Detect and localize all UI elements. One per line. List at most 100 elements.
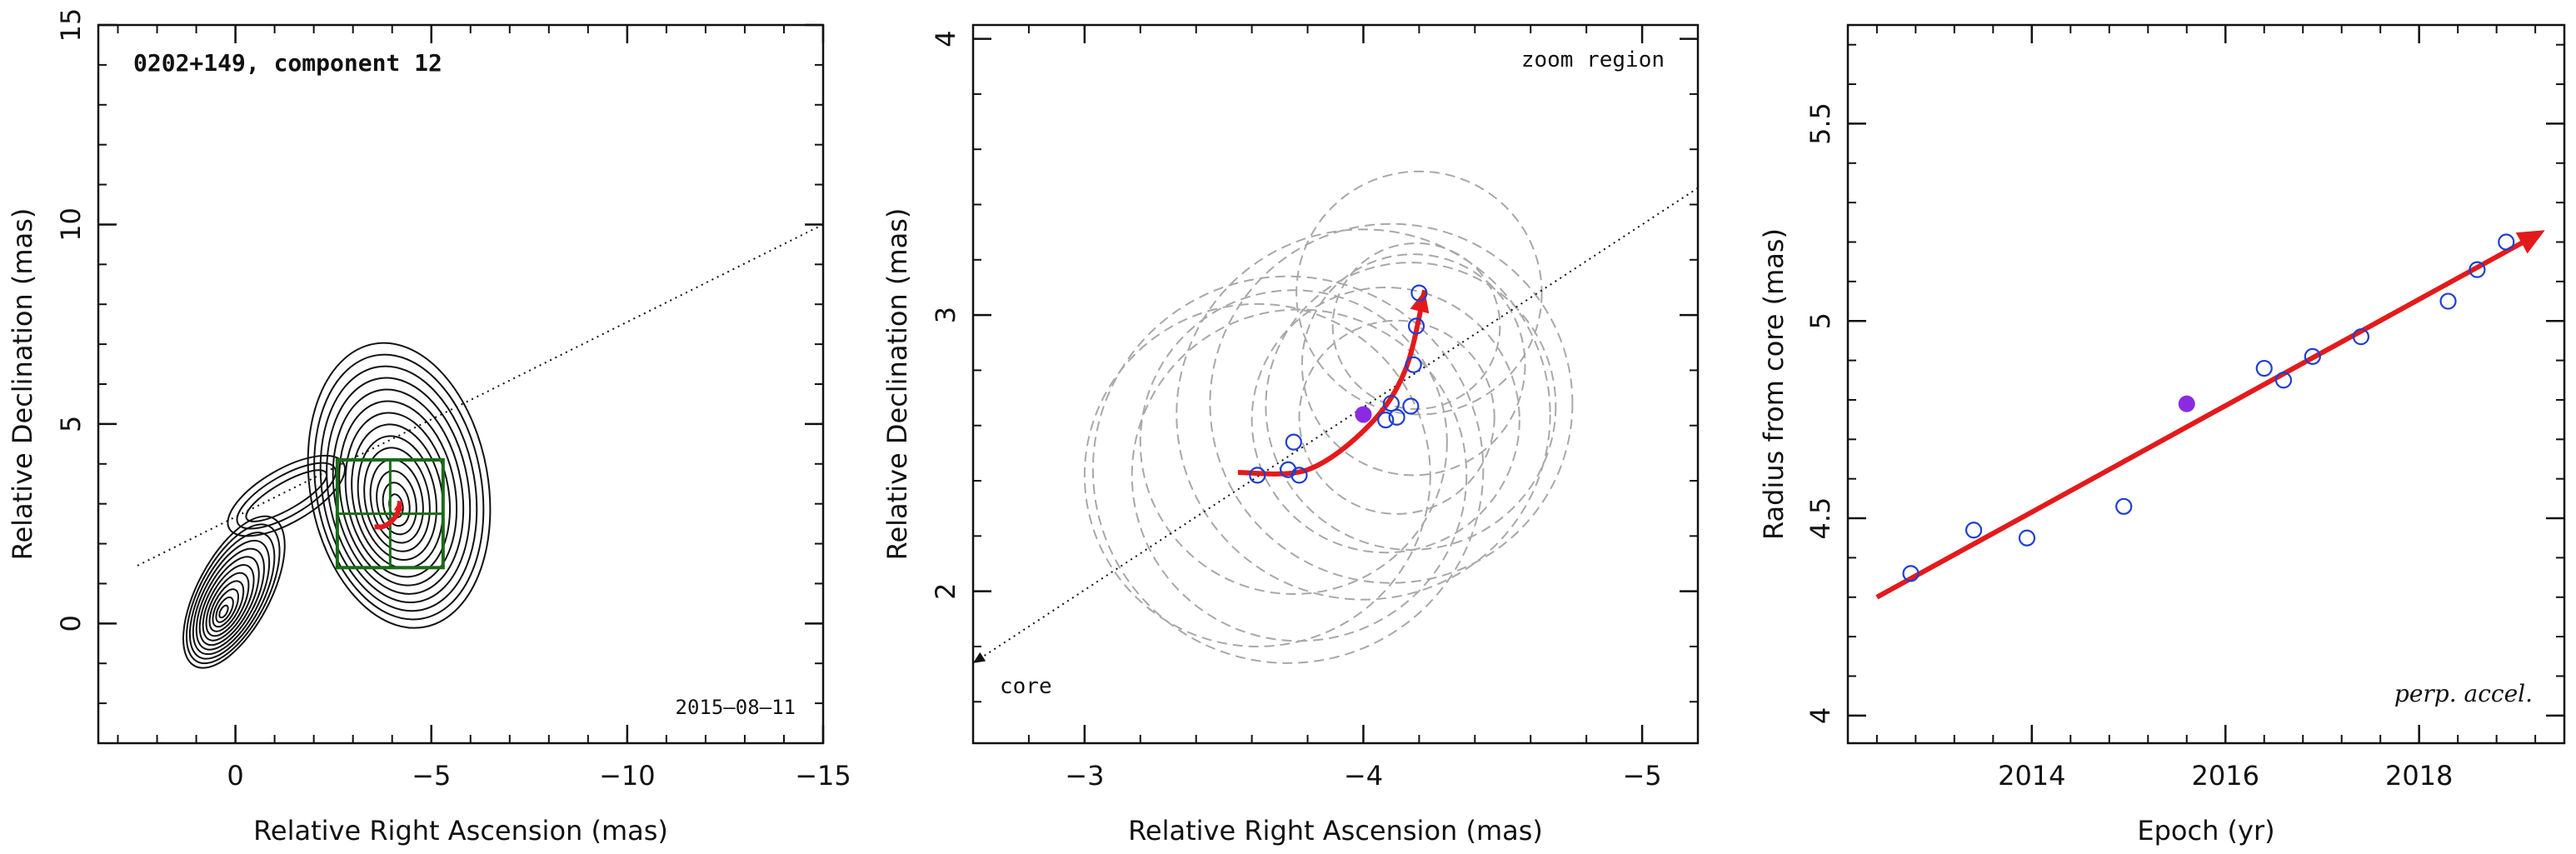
- component-contour: [326, 377, 472, 604]
- panel3-annotation: perp. accel.: [2394, 680, 2533, 707]
- beam-ellipse: [1083, 302, 1431, 647]
- panel3-frame: [1846, 23, 2566, 745]
- panel3-ylabel: Radius from core (mas): [1758, 228, 1790, 540]
- data-point: [2352, 328, 2370, 346]
- panel1-ylabel: Relative Declination (mas): [7, 208, 38, 561]
- beam-ellipse: [1295, 170, 1543, 416]
- data-point: [2439, 292, 2457, 310]
- panel1-x-tick-label: −5: [412, 760, 451, 792]
- data-point: [1377, 412, 1395, 429]
- panel1-title: 0202+149, component 12: [133, 49, 442, 77]
- bridge-contour: [227, 454, 346, 537]
- core-contour: [205, 572, 250, 637]
- panel2-y-tick-label: 3: [930, 307, 961, 323]
- beam-ellipse: [1331, 242, 1501, 410]
- core-contour: [182, 515, 286, 669]
- panel2-x-tick-label: −4: [1344, 760, 1383, 792]
- panel-radius-vs-epoch: 2014 2016 2018 4 4.5 5 5.5 perp. accel. Epoch …: [1758, 23, 2566, 847]
- panel1-x-tick-label: 0: [227, 760, 243, 792]
- core-contour: [198, 556, 260, 647]
- panel1-date: 2015–08–11: [676, 696, 796, 719]
- beam-ellipse: [1139, 289, 1448, 595]
- panel3-y-tick-label: 5.5: [1805, 102, 1836, 145]
- beam-ellipse: [1251, 286, 1520, 554]
- panel-contour-map: 0 −5 −10 −15 0 5 10 15 0202+149, component 12 2…: [7, 8, 851, 847]
- component-contour: [338, 400, 458, 587]
- core-contour: [218, 604, 229, 619]
- panel2-zoom-label: zoom region: [1521, 47, 1665, 72]
- panel3-x-tick-label: 2018: [2385, 760, 2453, 792]
- panel1-y-tick-label: 5: [55, 416, 87, 432]
- core-contour: [195, 547, 265, 651]
- panel-zoom-region: −3 −4 −5 2 3 4 zoom region core Relative Righ…: [881, 23, 1700, 847]
- data-point: [2018, 529, 2036, 547]
- component-contour: [332, 388, 465, 595]
- component-contour: [307, 342, 492, 629]
- core-contour: [208, 580, 245, 632]
- beam-ellipse: [1265, 262, 1557, 551]
- panel1-xlabel: Relative Right Ascension (mas): [253, 815, 668, 847]
- beam-ellipse: [1298, 319, 1495, 515]
- data-point: [1405, 356, 1422, 373]
- data-point: [2469, 261, 2486, 278]
- bridge-contour: [236, 462, 337, 530]
- component-track-arrowhead: [1410, 290, 1430, 314]
- fit-line-arrowhead: [2515, 230, 2545, 254]
- highlighted-epoch-point: [1355, 406, 1372, 423]
- jet-direction-line: [137, 223, 823, 567]
- fit-line: [1875, 237, 2529, 600]
- data-point: [1407, 317, 1425, 335]
- panel3-y-tick-label: 4.5: [1805, 497, 1836, 540]
- beam-ellipse: [1091, 275, 1485, 664]
- data-point: [1285, 433, 1302, 451]
- component-track: [1237, 289, 1427, 477]
- data-point: [1964, 522, 1983, 539]
- component-contour: [344, 412, 452, 578]
- component-contour: [319, 365, 478, 612]
- component-contour: [357, 435, 437, 561]
- panel1-contours: [137, 223, 823, 669]
- highlighted-epoch-point: [2178, 395, 2195, 412]
- beam-ellipse: [1176, 228, 1551, 601]
- panel3-x-tick-label: 2016: [2192, 760, 2259, 792]
- panel2-ylabel: Relative Declination (mas): [881, 208, 913, 561]
- data-point: [1290, 467, 1308, 484]
- panel2-core-label: core: [1000, 674, 1052, 699]
- panel1-x-tick-label: −10: [599, 760, 656, 792]
- core-contour: [212, 588, 240, 628]
- panel2-x-tick-label: −3: [1065, 760, 1104, 792]
- data-point: [2274, 372, 2293, 389]
- core-contour: [192, 539, 271, 656]
- data-point: [2304, 347, 2321, 365]
- data-point: [1249, 467, 1266, 484]
- beam-ellipse: [1209, 222, 1574, 584]
- panel2-y-tick-label: 2: [930, 582, 961, 599]
- panel2-frame: [971, 23, 1700, 745]
- panel1-y-tick-label: 10: [55, 207, 87, 242]
- component-contour: [313, 353, 485, 621]
- panel2-y-tick-label: 4: [930, 30, 961, 47]
- beam-ellipse: [1300, 253, 1526, 477]
- panel2-xlabel: Relative Right Ascension (mas): [1128, 815, 1543, 847]
- data-point: [2498, 233, 2515, 251]
- data-point: [2115, 497, 2133, 515]
- core-contour: [202, 564, 255, 642]
- panel1-y-tick-label: 0: [55, 615, 87, 632]
- core-direction-arrowhead: [973, 652, 986, 663]
- panel3-x-tick-label: 2014: [1998, 760, 2065, 792]
- panel1-y-tick-label: 15: [55, 8, 87, 42]
- data-point: [1402, 397, 1420, 415]
- panel3-y-tick-label: 4: [1805, 707, 1836, 724]
- jet-direction-line: [973, 187, 1698, 664]
- data-point: [1388, 408, 1405, 426]
- data-point: [1382, 395, 1400, 412]
- data-point: [1410, 284, 1428, 302]
- component-contour: [382, 482, 411, 527]
- panel3-xlabel: Epoch (yr): [2137, 815, 2274, 847]
- core-contour: [215, 596, 234, 623]
- component-track-arrowhead: [393, 501, 403, 512]
- panel2-content: [973, 170, 1698, 664]
- panel1-frame: [97, 23, 825, 745]
- panel1-x-tick-label: −15: [795, 760, 851, 792]
